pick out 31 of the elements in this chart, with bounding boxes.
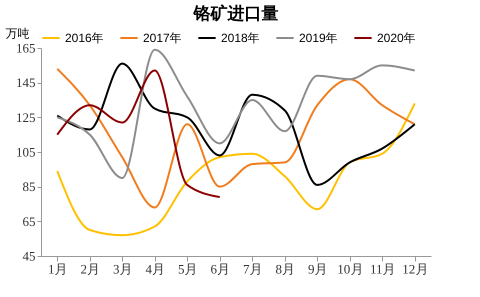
legend-label: 2020年 [377,31,416,45]
x-tick-label: 2月 [80,262,100,276]
x-tick-label: 10月 [337,262,364,276]
chart-title: 铬矿进口量 [192,4,278,23]
legend-label: 2019年 [299,31,338,45]
legend-label: 2017年 [143,31,182,45]
line-series [56,102,416,236]
y-tick-label: 85 [22,179,36,194]
line-series [56,48,416,179]
x-tick-label: 5月 [178,262,198,276]
x-tick-label: 8月 [276,262,295,276]
y-tick-label: 165 [16,40,36,56]
line-series [56,68,416,208]
x-tick-label: 4月 [146,262,165,276]
x-tick-label: 1月 [48,262,68,276]
x-tick-label: 3月 [113,262,132,276]
legend-label: 2016年 [65,31,104,45]
y-tick-label: 45 [22,248,36,264]
y-axis-title: 万吨 [6,26,30,40]
line-series [56,62,416,186]
x-tick-label: 12月 [402,262,428,276]
x-tick-label: 11月 [370,262,396,276]
y-tick-label: 125 [16,110,36,125]
legend-label: 2018年 [221,31,260,45]
x-tick-label: 9月 [308,262,328,276]
y-tick-label: 105 [16,144,36,160]
y-tick-label: 65 [22,214,36,229]
line-series [56,70,221,198]
x-tick-label: 7月 [243,262,262,276]
y-tick-label: 145 [16,75,36,90]
x-tick-label: 6月 [210,262,230,276]
